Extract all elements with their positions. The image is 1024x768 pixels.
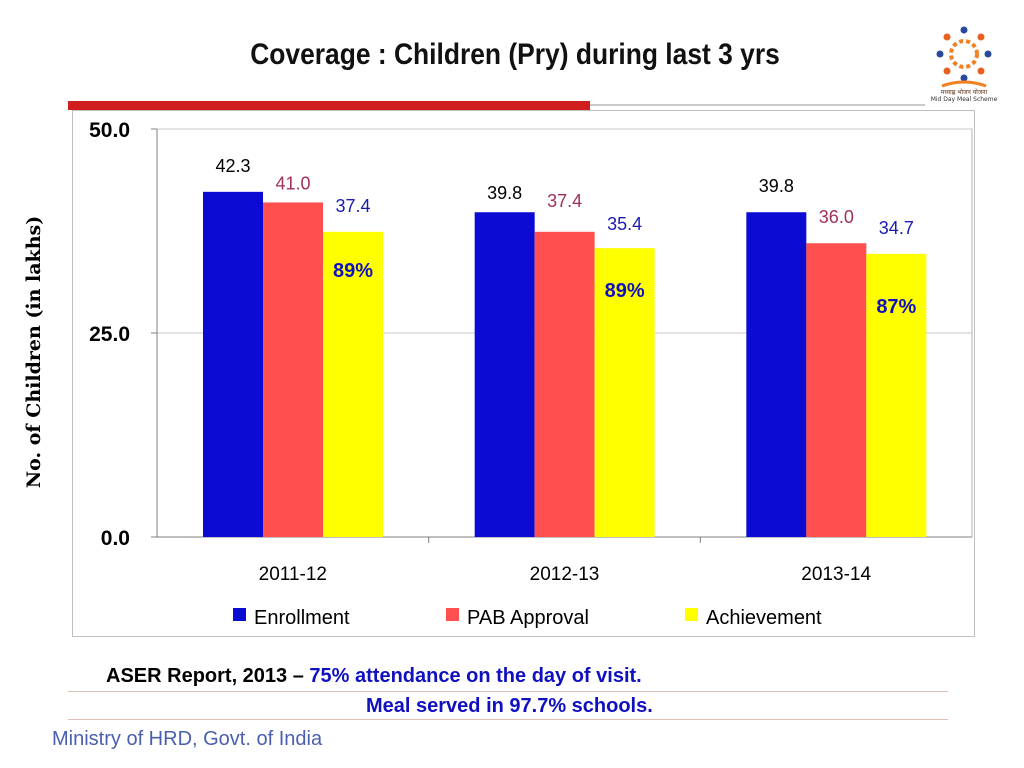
data-label-pab-approval: 41.0	[275, 173, 310, 193]
bar-pab-approval	[534, 231, 595, 538]
x-tick-label: 2013-14	[801, 564, 871, 585]
title-underline-line	[590, 104, 925, 106]
data-label-enrollment: 42.3	[215, 156, 250, 176]
y-tick-label: 25.0	[89, 323, 130, 346]
caption-divider-top	[68, 691, 948, 692]
legend-label-enrollment: Enrollment	[254, 607, 350, 629]
y-axis-label: No. of Children (in lakhs)	[23, 216, 45, 488]
legend-swatch-achievement	[685, 608, 698, 621]
legend-label-pab-approval: PAB Approval	[467, 607, 589, 629]
legend-label-achievement: Achievement	[706, 607, 822, 629]
mid-day-meal-logo-icon	[930, 22, 998, 88]
bar-enrollment	[474, 212, 535, 537]
x-tick-label: 2012-13	[530, 564, 600, 585]
data-label-enrollment: 39.8	[759, 176, 794, 196]
bar-chart: 0.0 25.0 50.0 No. of Children (in lakhs) 201…	[23, 119, 973, 629]
caption-source: ASER Report, 2013 –	[106, 665, 310, 687]
achievement-percent-label: 87%	[876, 296, 916, 318]
logo-text-hindi: मध्याह्न भोजन योजना	[940, 89, 988, 96]
achievement-percent-label: 89%	[333, 260, 373, 282]
bar-pab-approval	[263, 202, 323, 537]
x-tick-label: 2011-12	[259, 564, 327, 585]
caption-line-2: Meal served in 97.7% schools.	[366, 695, 653, 717]
caption-divider-bottom	[68, 719, 948, 720]
data-label-achievement: 37.4	[335, 196, 370, 216]
legend-swatch-pab-approval	[446, 608, 459, 621]
footer-ministry: Ministry of HRD, Govt. of India	[52, 728, 323, 750]
achievement-percent-label: 89%	[605, 280, 645, 302]
data-label-pab-approval: 36.0	[819, 207, 854, 227]
bar-enrollment	[203, 191, 263, 537]
title-underline-bar	[68, 101, 590, 110]
y-tick-label: 0.0	[101, 527, 130, 550]
data-label-enrollment: 39.8	[487, 183, 522, 203]
logo-text-english: Mid Day Meal Scheme	[930, 96, 998, 103]
page-title: Coverage : Children (Pry) during last 3 …	[250, 38, 780, 71]
bar-pab-approval	[806, 243, 867, 538]
y-tick-label: 50.0	[89, 119, 130, 142]
bar-achievement	[323, 231, 383, 538]
data-label-achievement: 34.7	[879, 218, 914, 238]
legend-swatch-enrollment	[233, 608, 246, 621]
caption-line-1: ASER Report, 2013 – 75% attendance on th…	[106, 665, 642, 688]
bar-enrollment	[746, 212, 807, 537]
data-label-achievement: 35.4	[607, 214, 642, 234]
bar-achievement	[594, 248, 655, 538]
caption-attendance: 75% attendance on the day of visit.	[309, 665, 642, 687]
bar-achievement	[866, 253, 927, 537]
data-label-pab-approval: 37.4	[547, 191, 582, 211]
